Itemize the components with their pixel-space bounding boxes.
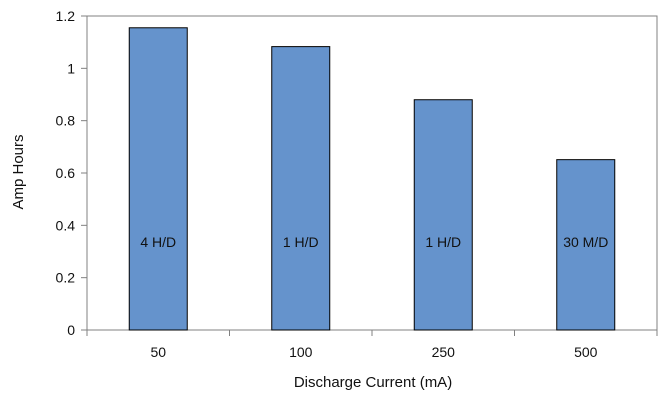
x-tick-label: 100 [289,344,313,360]
bar-data-label: 4 H/D [140,234,176,250]
bar-labels: 4 H/D 1 H/D 1 H/D 30 M/D [140,234,608,250]
bar-50 [128,27,188,331]
bar-250 [413,99,473,331]
y-axis-title: Amp Hours [10,134,27,209]
bar-data-label: 30 M/D [563,234,608,250]
bar-500 [556,159,616,331]
y-tick-label: 0.2 [56,270,76,286]
bars [128,27,616,331]
y-tick-label: 0.8 [56,113,76,129]
bar-100 [271,46,331,331]
bar-data-label: 1 H/D [283,234,319,250]
y-axis-ticks: 0 0.2 0.4 0.6 0.8 1 1.2 [56,8,87,338]
x-tick-label: 50 [150,344,166,360]
x-axis-title: Discharge Current (mA) [294,374,452,391]
y-tick-label: 0.6 [56,165,76,181]
bar-data-label: 1 H/D [425,234,461,250]
x-axis-ticks: 50 100 250 500 [86,330,658,360]
y-tick-label: 1.2 [56,8,76,24]
y-tick-label: 0.4 [56,217,76,233]
y-tick-label: 1 [67,60,75,76]
y-tick-label: 0 [67,322,75,338]
x-tick-label: 250 [432,344,456,360]
x-tick-label: 500 [574,344,598,360]
